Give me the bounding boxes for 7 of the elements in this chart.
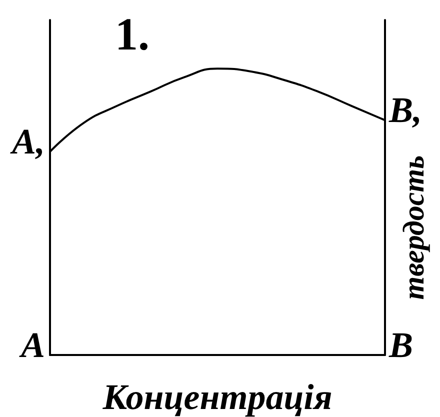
- text: A: [18, 325, 45, 365]
- y-axis-title: твердость: [398, 155, 430, 300]
- text: B: [388, 325, 414, 365]
- text: A,: [10, 122, 45, 162]
- text: B,: [388, 90, 422, 130]
- chart-title: 1.: [115, 8, 150, 60]
- x-axis-title: Концентрація: [102, 377, 332, 417]
